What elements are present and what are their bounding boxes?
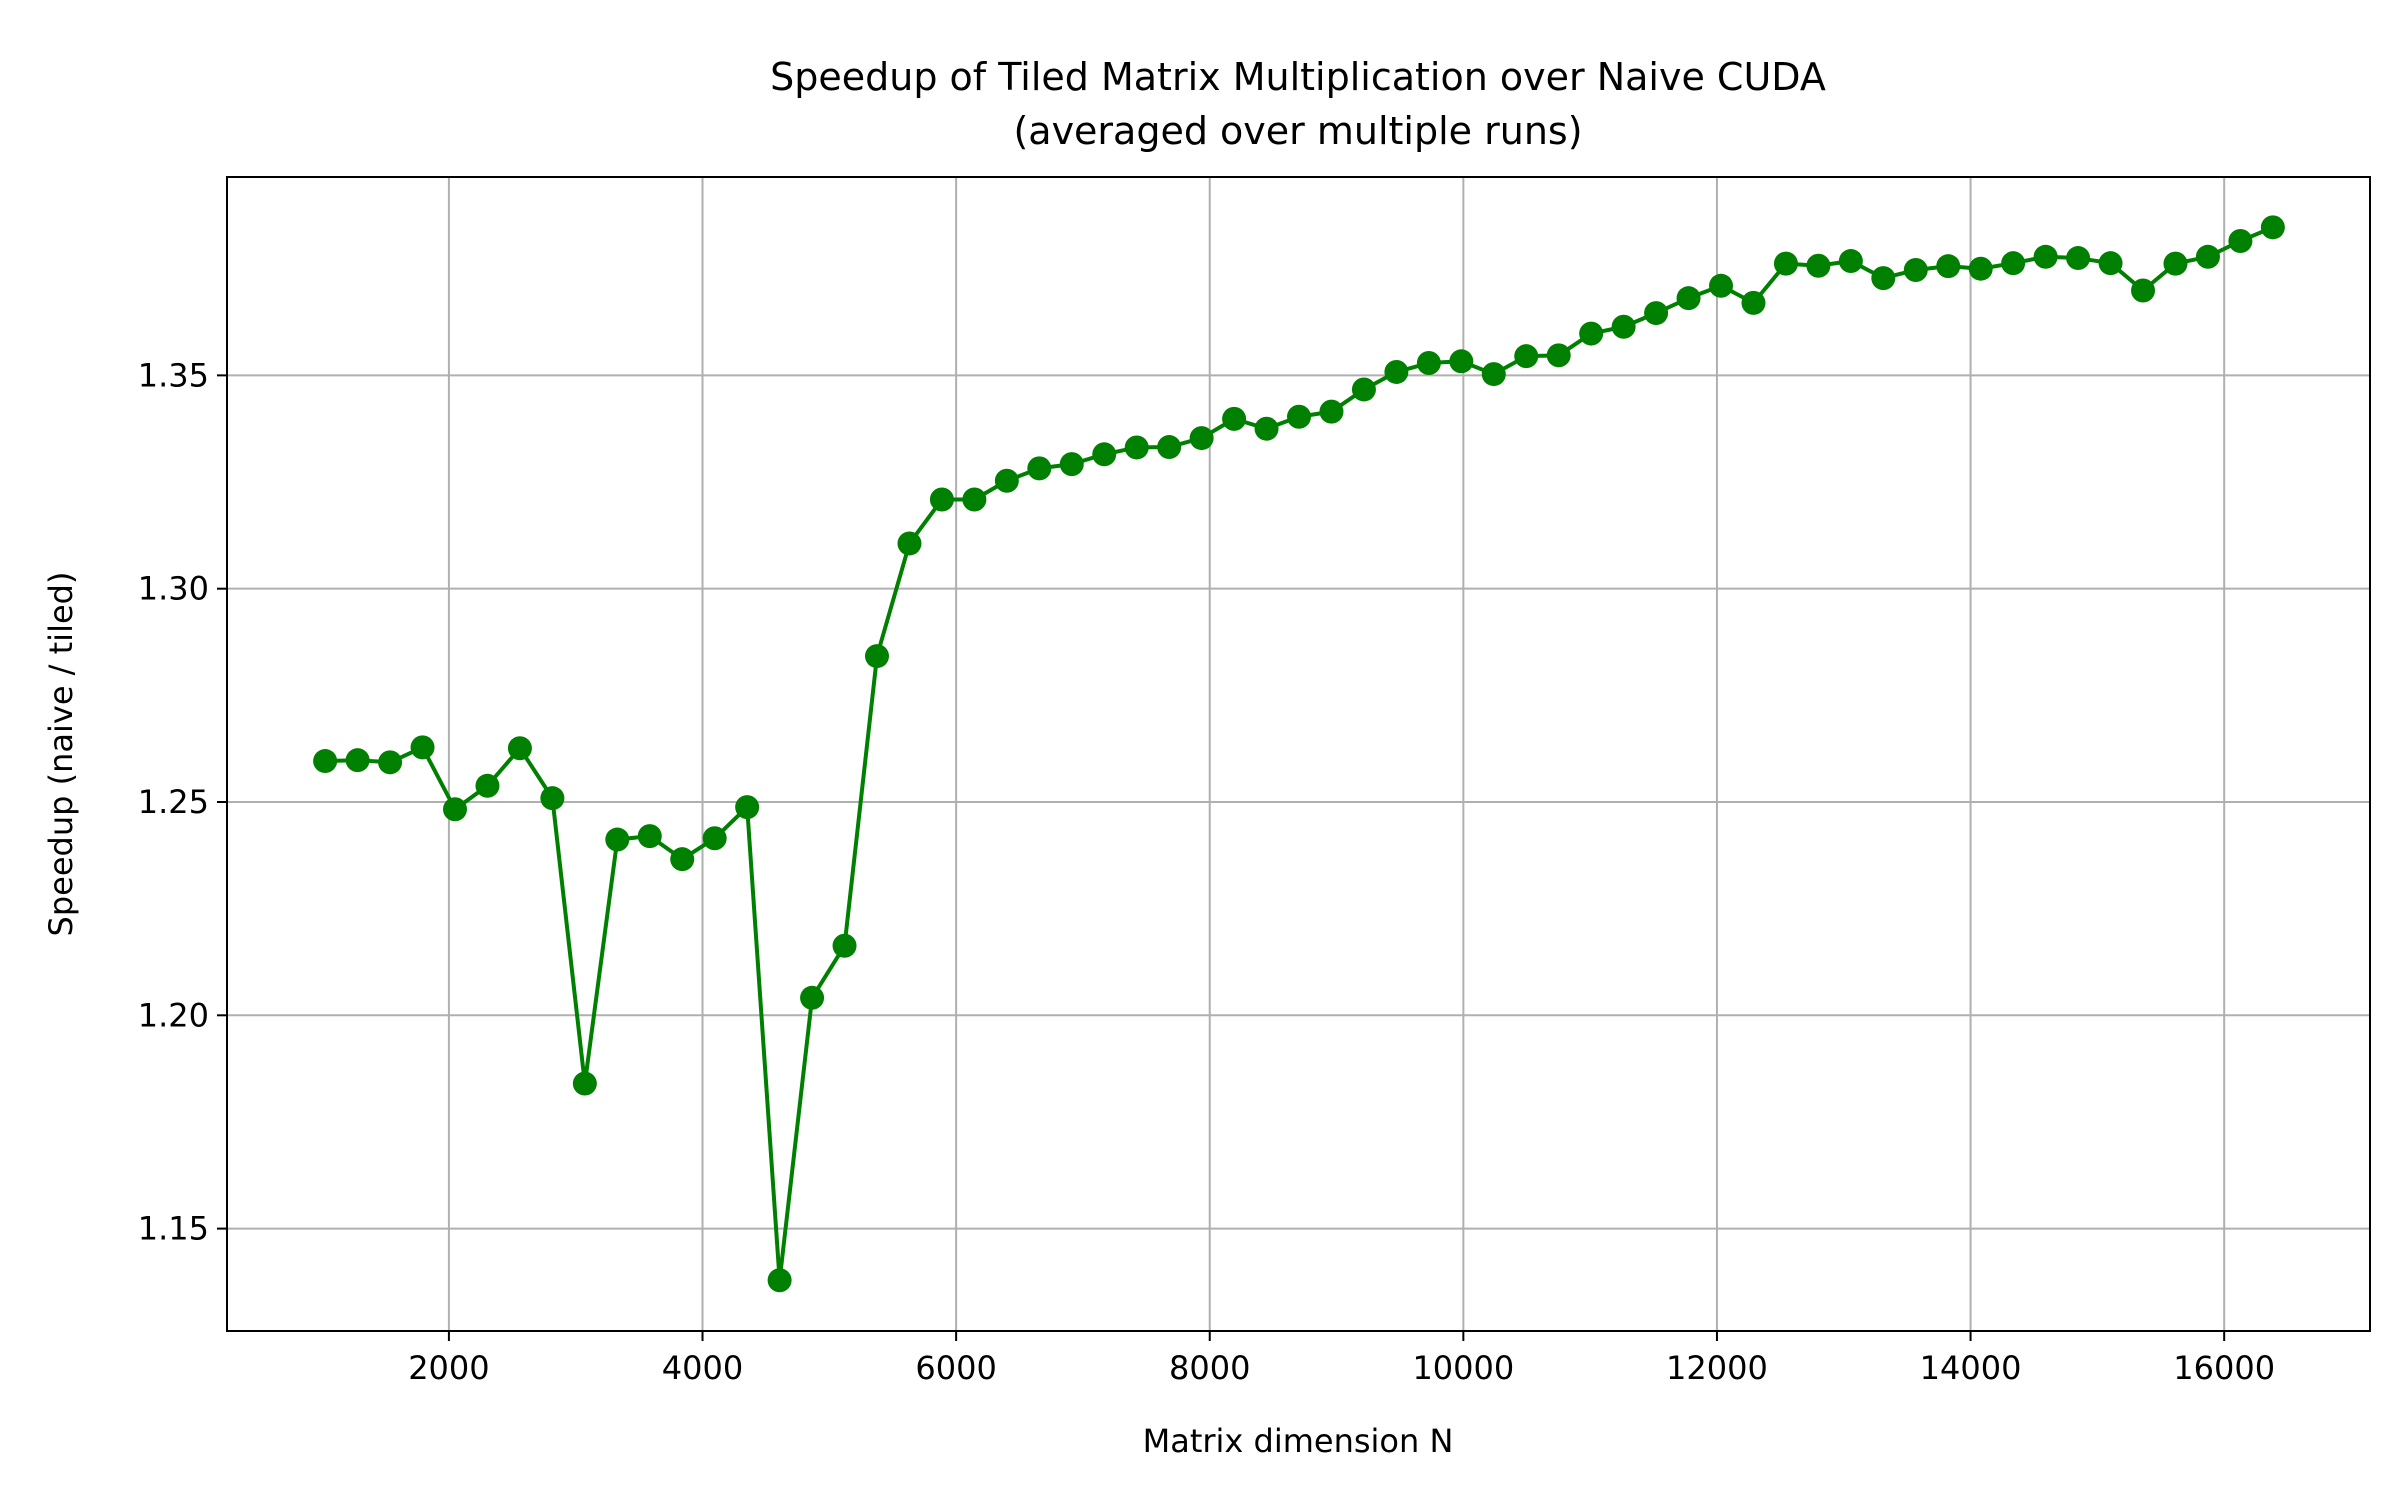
y-tick-label: 1.25 — [138, 783, 209, 821]
chart-title: Speedup of Tiled Matrix Multiplication o… — [770, 55, 1826, 99]
x-tick-label: 6000 — [915, 1349, 996, 1387]
data-point — [1773, 251, 1798, 276]
data-point — [378, 750, 403, 775]
data-point — [1676, 286, 1701, 311]
data-point — [2163, 251, 2188, 276]
data-point — [1416, 351, 1441, 376]
x-tick-label: 12000 — [1666, 1349, 1768, 1387]
data-point — [865, 644, 890, 669]
data-point — [1124, 435, 1149, 460]
data-point — [1903, 258, 1928, 283]
data-point — [1579, 321, 1604, 346]
data-point — [1449, 349, 1474, 374]
data-point — [313, 749, 338, 774]
data-point — [1514, 344, 1539, 369]
data-point — [1319, 399, 1344, 424]
data-point — [637, 824, 662, 849]
data-point — [1254, 416, 1279, 441]
x-tick-label: 4000 — [662, 1349, 743, 1387]
data-point — [1222, 406, 1247, 431]
data-point — [2001, 251, 2026, 276]
data-point — [1189, 426, 1214, 451]
x-tick-label: 10000 — [1412, 1349, 1514, 1387]
data-point — [1157, 435, 1182, 460]
data-point — [1741, 290, 1766, 315]
data-point — [2228, 228, 2253, 253]
x-tick-label: 2000 — [408, 1349, 489, 1387]
data-point — [1871, 266, 1896, 291]
data-point — [1838, 249, 1863, 274]
data-point — [1092, 442, 1117, 467]
y-axis-label: Speedup (naive / tiled) — [42, 572, 80, 937]
y-tick-label: 1.20 — [138, 996, 209, 1034]
data-point — [1611, 314, 1636, 339]
data-point — [767, 1268, 792, 1293]
data-point — [2131, 278, 2156, 303]
data-point — [2195, 244, 2220, 269]
data-point — [832, 933, 857, 958]
data-point — [2066, 246, 2091, 271]
data-point — [670, 847, 695, 872]
data-point — [897, 531, 922, 556]
data-point — [1968, 256, 1993, 281]
x-tick-label: 8000 — [1169, 1349, 1250, 1387]
data-point — [1546, 343, 1571, 368]
y-tick-label: 1.30 — [138, 570, 209, 608]
data-point — [1709, 273, 1734, 298]
data-point — [962, 487, 987, 512]
data-series — [313, 215, 2285, 1293]
data-point — [1351, 377, 1376, 402]
x-tick-label: 14000 — [1920, 1349, 2022, 1387]
data-point — [1027, 456, 1052, 481]
data-point — [540, 786, 565, 811]
data-point — [2033, 244, 2058, 269]
data-point — [605, 827, 630, 852]
data-point — [1481, 362, 1506, 387]
x-tick-label: 16000 — [2173, 1349, 2275, 1387]
data-point — [1936, 254, 1961, 279]
data-point — [1059, 452, 1084, 477]
data-point — [702, 826, 727, 851]
data-point — [507, 736, 532, 761]
data-point — [572, 1071, 597, 1096]
y-tick-label: 1.15 — [138, 1210, 209, 1248]
data-point — [994, 468, 1019, 493]
data-point — [410, 735, 435, 760]
data-point — [1384, 359, 1409, 384]
data-point — [800, 985, 825, 1010]
data-point — [475, 773, 500, 798]
chart-subtitle: (averaged over multiple runs) — [1013, 109, 1582, 153]
data-point — [929, 487, 954, 512]
plot-frame — [226, 176, 2371, 1332]
data-point — [345, 748, 370, 773]
data-point — [442, 797, 467, 822]
data-point — [735, 795, 760, 820]
grid-lines — [227, 177, 2370, 1331]
data-point — [1287, 404, 1312, 429]
data-point — [2098, 251, 2123, 276]
axis-ticks: 2000 4000 6000 8000 10000 12000 14000 16000 1.15… — [138, 356, 2275, 1387]
data-point — [1806, 253, 1831, 278]
x-axis-label: Matrix dimension N — [1143, 1422, 1454, 1460]
data-point — [1644, 301, 1669, 326]
y-tick-label: 1.35 — [138, 356, 209, 394]
data-point — [2260, 215, 2285, 240]
